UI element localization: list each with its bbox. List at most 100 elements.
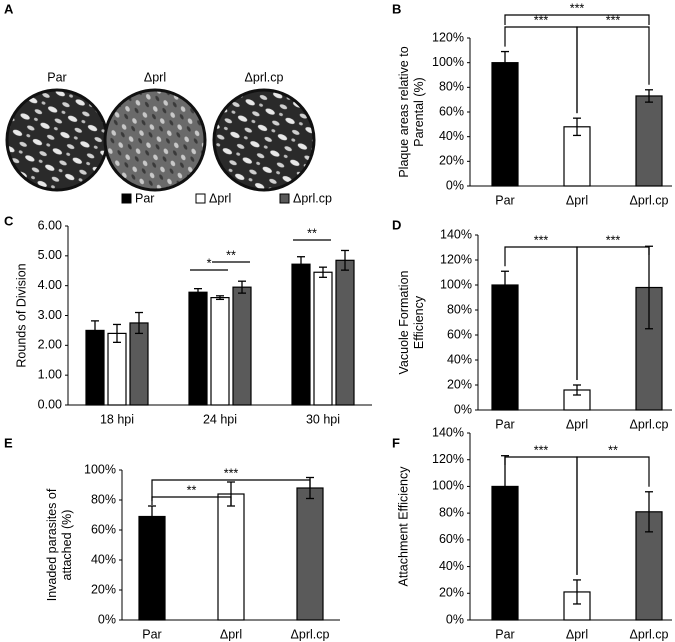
legend-label: Δprl: [209, 191, 231, 205]
plaque-caption: Δprl.cp: [245, 70, 284, 84]
bar: [491, 62, 519, 187]
x-tick-label: Par: [495, 193, 514, 207]
y-tick-label: 40%: [91, 552, 116, 566]
panel-letter: F: [392, 435, 400, 450]
panel-letter: B: [392, 1, 401, 16]
bar: [210, 297, 230, 406]
bar: [635, 95, 663, 187]
y-tick-label: 20%: [447, 377, 472, 391]
significance-bracket: [151, 479, 311, 501]
bar: [85, 329, 105, 406]
y-tick-label: 4.00: [38, 278, 62, 292]
significance-bracket: [576, 246, 650, 380]
x-tick-label: Δprl: [566, 193, 588, 207]
y-tick-label: 100%: [440, 277, 472, 291]
y-tick-label: 80%: [91, 492, 116, 506]
significance-label: ***: [534, 443, 549, 457]
bar: [563, 126, 591, 187]
bar: [296, 487, 324, 621]
y-tick-label: 0%: [454, 402, 472, 416]
legend-label: Par: [135, 191, 154, 205]
legend-swatch: [195, 193, 206, 204]
y-tick-label: 120%: [440, 252, 472, 266]
y-tick-label: 100%: [432, 479, 464, 493]
x-tick-label: 30 hpi: [306, 412, 340, 426]
bar: [491, 284, 519, 411]
y-tick-label: 100%: [84, 462, 116, 476]
bar: [291, 263, 311, 406]
y-axis-label: Rounds of Division: [14, 263, 28, 367]
y-tick-label: 5.00: [38, 248, 62, 262]
x-tick-label: Δprl.cp: [630, 417, 669, 431]
panel-letter: A: [4, 1, 14, 16]
x-tick-label: Δprl: [566, 627, 588, 641]
significance-label: **: [226, 248, 236, 262]
significance-bracket: [576, 456, 650, 575]
y-tick-label: 40%: [439, 129, 464, 143]
significance-bracket: [576, 26, 650, 114]
y-axis-label: Efficiency: [412, 295, 426, 349]
bar: [217, 493, 245, 621]
y-tick-label: 40%: [447, 352, 472, 366]
bar: [232, 286, 252, 406]
y-tick-label: 0%: [446, 178, 464, 192]
y-tick-label: 0%: [446, 612, 464, 626]
plaque-caption: Δprl: [144, 70, 166, 84]
y-axis-label: attached (%): [60, 510, 74, 581]
x-tick-label: Par: [495, 417, 514, 431]
panel-letter: C: [4, 213, 14, 228]
y-tick-label: 20%: [439, 154, 464, 168]
bar: [188, 291, 208, 406]
y-tick-label: 20%: [91, 582, 116, 596]
significance-label: **: [187, 483, 197, 497]
y-axis-label: Parental (%): [412, 77, 426, 146]
bar: [107, 332, 127, 406]
panel-letter: D: [392, 217, 401, 232]
x-tick-label: Δprl: [566, 417, 588, 431]
x-tick-label: 18 hpi: [100, 412, 134, 426]
bar: [129, 322, 149, 406]
y-tick-label: 60%: [439, 532, 464, 546]
significance-bracket: [151, 496, 232, 505]
legend-swatch: [279, 193, 290, 204]
bar: [313, 271, 333, 406]
panel-letter: E: [4, 435, 13, 450]
plaque-image: [212, 88, 316, 192]
y-tick-label: 100%: [432, 55, 464, 69]
y-tick-label: 120%: [432, 30, 464, 44]
significance-label: ***: [224, 466, 239, 480]
y-tick-label: 6.00: [38, 218, 62, 232]
x-tick-label: Par: [495, 627, 514, 641]
significance-label: **: [608, 443, 618, 457]
y-tick-label: 60%: [439, 104, 464, 118]
y-tick-label: 0.00: [38, 397, 62, 411]
significance-label: ***: [570, 1, 585, 15]
y-axis-label: Attachment Efficiency: [396, 466, 410, 587]
y-tick-label: 120%: [432, 452, 464, 466]
y-axis-label: Plaque areas relative to: [397, 46, 411, 177]
significance-label: ***: [534, 13, 549, 27]
significance-label: ***: [606, 233, 621, 247]
y-tick-label: 80%: [439, 505, 464, 519]
significance-label: **: [307, 226, 317, 240]
y-tick-label: 1.00: [38, 367, 62, 381]
bar: [138, 515, 166, 621]
y-axis-label: Vacuole Formation: [397, 270, 411, 374]
y-tick-label: 80%: [447, 302, 472, 316]
y-tick-label: 60%: [91, 522, 116, 536]
x-tick-label: Δprl.cp: [630, 627, 669, 641]
x-tick-label: Δprl.cp: [630, 193, 669, 207]
y-tick-label: 140%: [440, 227, 472, 241]
plaque-caption: Par: [47, 70, 66, 84]
x-tick-label: Par: [142, 627, 161, 641]
significance-label: *: [207, 256, 212, 270]
x-tick-label: 24 hpi: [203, 412, 237, 426]
y-tick-label: 20%: [439, 586, 464, 600]
significance-bracket: [504, 14, 650, 25]
y-tick-label: 40%: [439, 559, 464, 573]
plaque-image: [103, 88, 207, 192]
x-tick-label: Δprl: [220, 627, 242, 641]
significance-label: ***: [534, 233, 549, 247]
significance-label: ***: [606, 13, 621, 27]
